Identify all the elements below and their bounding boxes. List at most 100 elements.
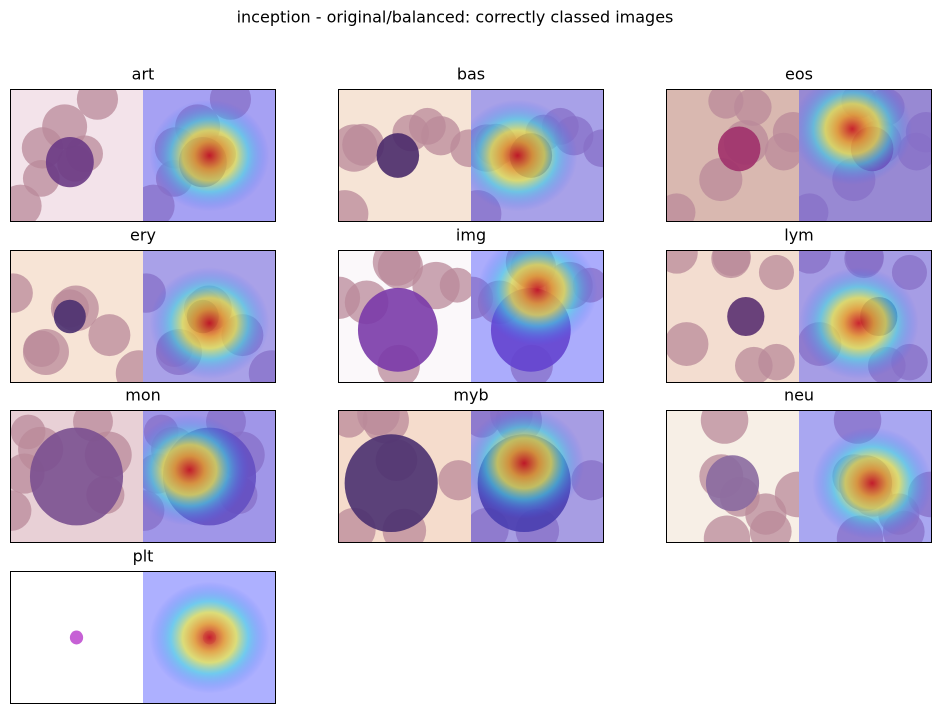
panel-title: neu: [784, 386, 814, 405]
red-cell: [342, 123, 385, 166]
heat: [799, 267, 919, 380]
red-cell: [745, 493, 787, 535]
panel-frame: [10, 410, 276, 543]
panel: [10, 250, 276, 383]
panel-title: art: [132, 65, 155, 84]
panel-frame: [666, 250, 932, 383]
cell: [705, 455, 760, 512]
red-cell: [700, 410, 749, 444]
panel: [666, 250, 932, 383]
panel-frame: [338, 410, 604, 543]
cell: [69, 630, 84, 645]
heatmap-half: [799, 89, 932, 222]
image-half: [10, 250, 143, 383]
heat: [471, 410, 585, 520]
panel: [10, 571, 276, 704]
red-cell: [905, 112, 932, 153]
red-cell: [357, 410, 400, 436]
red-cell: [421, 116, 461, 156]
heat: [471, 99, 578, 212]
panel-title: plt: [133, 547, 154, 566]
cell: [376, 133, 420, 178]
panel-frame: [338, 250, 604, 383]
panel-frame: [338, 89, 604, 222]
panel-frame: [666, 89, 932, 222]
panel-title: eos: [785, 65, 813, 84]
figure-title: inception - original/balanced: correctly…: [237, 8, 674, 27]
red-cell: [439, 267, 471, 303]
cell: [727, 296, 765, 337]
red-cell: [76, 89, 119, 120]
image-half: [338, 410, 471, 543]
red-cell: [799, 250, 831, 274]
heatmap-half: [471, 410, 604, 543]
red-cell: [772, 112, 799, 153]
red-cell: [22, 328, 69, 375]
cell: [357, 287, 438, 372]
red-cell: [891, 254, 928, 290]
heat: [149, 581, 270, 694]
panel-title: bas: [457, 65, 485, 84]
panel: [666, 410, 932, 543]
image-half: [666, 250, 799, 383]
panel: [338, 89, 604, 222]
red-cell: [758, 343, 795, 381]
heat: [143, 414, 250, 526]
panel-frame: [10, 250, 276, 383]
image-half: [666, 89, 799, 222]
panel-frame: [10, 89, 276, 222]
red-cell: [338, 190, 369, 222]
red-cell: [10, 490, 32, 531]
image-half: [10, 410, 143, 543]
image-half: [10, 571, 143, 704]
panel: [10, 410, 276, 543]
red-cell: [666, 193, 696, 222]
red-cell: [703, 515, 751, 543]
image-half: [666, 410, 799, 543]
heat: [799, 89, 913, 185]
red-cell: [666, 250, 698, 274]
panel-title: img: [456, 226, 486, 245]
image-half: [338, 89, 471, 222]
red-cell: [734, 89, 772, 126]
red-cell: [799, 193, 829, 222]
cell: [717, 126, 761, 172]
heat: [477, 250, 598, 346]
panel-frame: [666, 410, 932, 543]
red-cell: [438, 460, 471, 501]
red-cell: [338, 276, 361, 320]
panel: [338, 250, 604, 383]
heat: [149, 99, 270, 212]
red-cell: [758, 254, 795, 290]
heatmap-half: [143, 89, 276, 222]
cell: [45, 137, 94, 188]
panel-title: ery: [130, 226, 156, 245]
red-cell: [708, 89, 744, 119]
heatmap-half: [799, 250, 932, 383]
heat: [149, 267, 270, 380]
panel-title: lym: [784, 226, 814, 245]
red-cell: [377, 250, 423, 290]
panel: [338, 410, 604, 543]
heatmap-half: [799, 410, 932, 543]
heatmap-half: [143, 410, 276, 543]
red-cell: [115, 350, 143, 383]
panel-title: myb: [453, 386, 488, 405]
red-cell: [88, 314, 131, 357]
red-cell: [666, 322, 709, 366]
heatmap-half: [471, 250, 604, 383]
panel-title: mon: [125, 386, 161, 405]
red-cell: [10, 273, 33, 313]
heatmap-half: [471, 89, 604, 222]
heatmap-half: [143, 571, 276, 704]
red-cell: [711, 250, 751, 279]
panel: [666, 89, 932, 222]
cell: [53, 299, 86, 334]
image-half: [338, 250, 471, 383]
image-half: [10, 89, 143, 222]
cell: [29, 427, 124, 526]
panel: [10, 89, 276, 222]
heatmap-half: [143, 250, 276, 383]
heat: [812, 427, 932, 539]
